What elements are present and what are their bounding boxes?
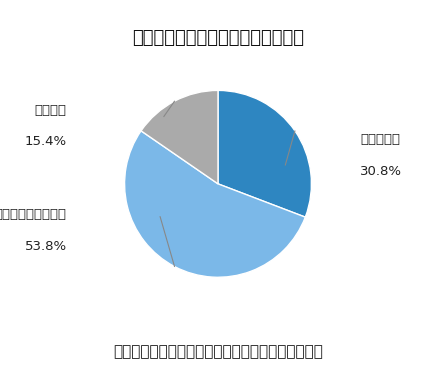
- Text: 30.8%: 30.8%: [360, 165, 402, 178]
- Text: 自社らしさ、世界観: 自社らしさ、世界観: [0, 208, 67, 221]
- Wedge shape: [218, 90, 311, 217]
- Text: 53.8%: 53.8%: [24, 240, 67, 253]
- Wedge shape: [141, 90, 218, 184]
- Text: 特にない: 特にない: [34, 103, 67, 116]
- Text: 自然な写真: 自然な写真: [360, 133, 400, 146]
- Text: 「自然な写真」「自社らしさ、世界観」が８割以上: 「自然な写真」「自社らしさ、世界観」が８割以上: [113, 344, 323, 359]
- Text: どんな写真を撮ってほしいですか？: どんな写真を撮ってほしいですか？: [132, 29, 304, 47]
- Wedge shape: [125, 131, 305, 277]
- Text: 15.4%: 15.4%: [24, 135, 67, 148]
